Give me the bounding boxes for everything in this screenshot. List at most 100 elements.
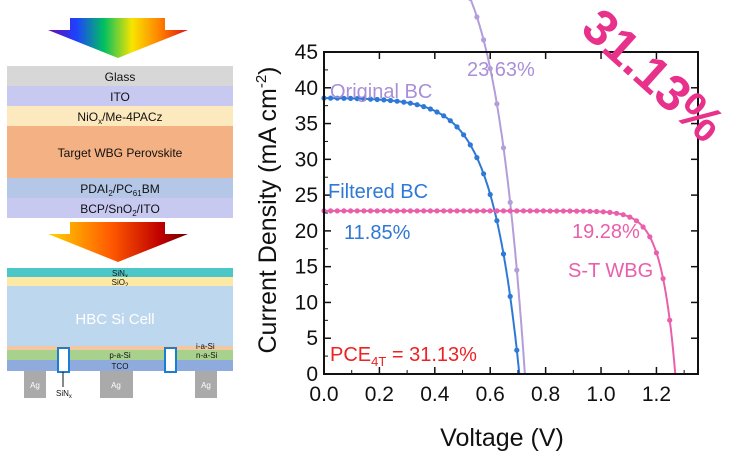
series-point-2	[500, 208, 507, 214]
series-point-1	[487, 191, 493, 198]
y-tick-label: 5	[306, 327, 318, 350]
layer-sinx	[7, 268, 233, 277]
series-point-0	[487, 65, 493, 72]
series-point-2	[487, 208, 493, 214]
sinx-trench-left	[57, 347, 70, 373]
y-tick-label: 15	[295, 256, 318, 279]
series-point-2	[547, 208, 553, 214]
series-point-1	[374, 96, 380, 103]
series-point-2	[361, 208, 367, 214]
series-point-1	[367, 96, 374, 102]
sinx-bottom-label: SiNx	[56, 389, 72, 400]
x-tick-label: 0.0	[309, 383, 338, 406]
series-point-2	[594, 208, 600, 215]
series-point-2	[620, 212, 626, 218]
y-axis-title: Current Density (mA cm-2)	[253, 66, 282, 353]
series-point-1	[361, 96, 367, 102]
chart-axes: 0.0 0.2 0.4 0.6 0.8 1.0 1.2 0 5 10 15 20 25 30 35 40 45	[295, 41, 699, 406]
layer-bcp	[7, 198, 233, 218]
series-point-2	[354, 208, 360, 214]
y-tick-label: 20	[295, 220, 318, 243]
series-point-2	[627, 214, 633, 220]
series-point-1	[394, 98, 400, 104]
series-point-1	[514, 347, 520, 353]
y-tick-label: 40	[295, 77, 318, 100]
series-point-2	[367, 208, 374, 214]
series-point-2	[414, 208, 420, 214]
series-point-2	[507, 208, 513, 214]
layer-a-si	[7, 350, 233, 360]
hbc-si-label: HBC Si Cell	[75, 311, 154, 328]
chart-curves	[321, 0, 677, 375]
series-point-1	[467, 142, 473, 148]
series-point-1	[500, 251, 507, 257]
series-point-2	[667, 317, 673, 323]
layer-sio2	[7, 277, 233, 286]
big-efficiency-label: 31.13%	[572, 0, 736, 153]
pce-label-filtered-bc: 11.85%	[344, 222, 411, 244]
ag-contact-2-label: Ag	[111, 381, 121, 390]
series-point-1	[481, 171, 487, 177]
layer-pdai-label: PDAI2/PC61BM	[80, 182, 159, 198]
layer-nio-label: NiOx/Me-4PACz	[77, 110, 162, 126]
series-label-original-bc: Original BC	[330, 81, 432, 103]
series-point-0	[494, 101, 500, 107]
series-point-1	[401, 99, 407, 105]
series-point-2	[474, 208, 480, 214]
layer-ito	[7, 86, 233, 106]
series-point-2	[527, 208, 533, 214]
series-point-2	[554, 208, 560, 214]
series-point-1	[474, 155, 480, 161]
series-point-2	[600, 209, 606, 215]
series-point-2	[520, 208, 527, 214]
series-point-2	[341, 208, 347, 214]
series-label-st-wbg: S-T WBG	[568, 260, 653, 282]
series-point-1	[421, 104, 427, 110]
layer-bcp-label: BCP/SnO2/ITO	[80, 202, 160, 218]
bottom-cell-stack: SiNx SiO2 HBC Si Cell i-a-Si p-a-Si n-a-…	[7, 268, 233, 400]
x-tick-label: 0.8	[531, 383, 560, 406]
series-point-1	[494, 218, 500, 224]
light-arrow-icon	[48, 18, 188, 58]
y-tick-label: 45	[295, 41, 318, 64]
series-point-2	[574, 208, 580, 214]
series-point-2	[441, 208, 447, 214]
series-point-2	[427, 208, 433, 214]
series-point-2	[647, 234, 653, 240]
y-tick-label: 10	[295, 291, 318, 314]
series-point-1	[414, 102, 420, 108]
series-point-1	[434, 109, 440, 115]
device-structure: Glass ITO NiOx/Me-4PACz Target WBG Perov…	[7, 18, 233, 400]
series-point-1	[507, 293, 513, 299]
x-tick-label: 1.0	[586, 383, 615, 406]
series-point-2	[514, 208, 520, 214]
series-point-2	[540, 208, 547, 214]
series-point-2	[401, 208, 407, 214]
layer-nio	[7, 106, 233, 126]
layer-pdai	[7, 178, 233, 198]
x-tick-label: 0.2	[365, 383, 394, 406]
series-point-2	[614, 210, 620, 216]
jv-chart: 0.0 0.2 0.4 0.6 0.8 1.0 1.2051015202530354045 …	[253, 0, 736, 452]
series-point-2	[567, 208, 573, 214]
ag-contact-2	[100, 371, 133, 398]
series-point-2	[580, 208, 586, 214]
layer-i-a-si	[7, 346, 233, 350]
pce-4t-label: PCE4T = 31.13%	[330, 344, 477, 369]
series-point-1	[354, 96, 360, 102]
series-point-0	[468, 0, 473, 1]
filtered-light-arrow-icon	[48, 222, 188, 262]
series-label-filtered-bc: Filtered BC	[328, 181, 428, 203]
series-point-2	[653, 250, 660, 256]
pa-si-label: p-a-Si	[109, 351, 131, 360]
series-point-2	[447, 208, 453, 214]
series-point-2	[387, 208, 394, 214]
series-point-2	[633, 218, 640, 224]
series-point-2	[587, 208, 593, 214]
pce-label-original-bc: 23.63%	[467, 59, 535, 81]
series-point-1	[447, 118, 453, 124]
layer-glass-label: Glass	[105, 70, 136, 84]
y-tick-label: 30	[295, 148, 318, 171]
series-point-2	[374, 208, 380, 214]
x-tick-label: 0.4	[420, 383, 450, 406]
